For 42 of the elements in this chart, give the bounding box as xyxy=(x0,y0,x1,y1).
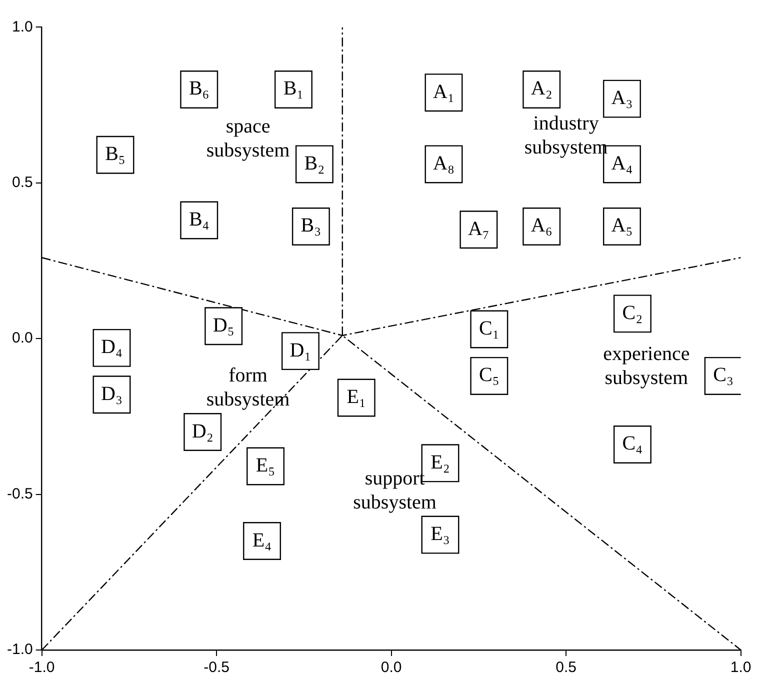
data-label: B₂ xyxy=(304,152,325,174)
y-tick-label: 1.0 xyxy=(12,18,33,36)
data-label: A₃ xyxy=(611,87,633,110)
data-label: D₂ xyxy=(192,420,214,442)
data-label: A₅ xyxy=(611,214,633,237)
data-label: A₇ xyxy=(468,218,490,240)
x-tick-label: 0.0 xyxy=(380,659,402,676)
y-tick-label: 0.5 xyxy=(12,174,33,192)
annotation: form subsystem xyxy=(206,364,290,411)
data-label: D₃ xyxy=(101,382,122,405)
data-label: C₂ xyxy=(622,302,643,324)
annotation: experience subsystem xyxy=(603,342,690,389)
data-label: B₅ xyxy=(105,143,126,166)
data-label: C₁ xyxy=(479,318,500,340)
x-tick-label: -0.5 xyxy=(204,659,230,676)
data-label: D₁ xyxy=(290,339,312,362)
data-label: D₅ xyxy=(212,314,234,336)
data-label: E₅ xyxy=(256,454,276,477)
data-label: B₄ xyxy=(188,208,210,231)
data-label: E₁ xyxy=(346,386,366,408)
data-label: A₄ xyxy=(611,152,633,174)
data-label: B₆ xyxy=(188,78,210,100)
data-label: C₃ xyxy=(713,364,734,386)
annotation: industry subsystem xyxy=(524,112,608,158)
data-label: D₄ xyxy=(101,336,122,358)
y-tick-label: -0.5 xyxy=(6,485,33,502)
y-tick-label: -1.0 xyxy=(6,641,33,658)
data-label: A₂ xyxy=(530,78,552,100)
data-label: A₈ xyxy=(433,152,454,174)
data-label: C₄ xyxy=(622,432,643,455)
data-label: E₄ xyxy=(252,529,272,552)
data-label: A₁ xyxy=(433,80,454,103)
x-tick-label: 0.5 xyxy=(556,659,576,676)
data-label: E₃ xyxy=(430,523,450,546)
data-label: C₅ xyxy=(479,364,500,386)
annotation: space subsystem xyxy=(206,116,290,162)
x-tick-label: -1.0 xyxy=(28,659,55,676)
x-tick-label: 1.0 xyxy=(730,659,752,676)
y-tick-label: 0.0 xyxy=(12,330,33,347)
data-label: B₃ xyxy=(300,214,322,237)
data-label: A₆ xyxy=(530,214,552,237)
data-label: B₁ xyxy=(283,78,304,100)
